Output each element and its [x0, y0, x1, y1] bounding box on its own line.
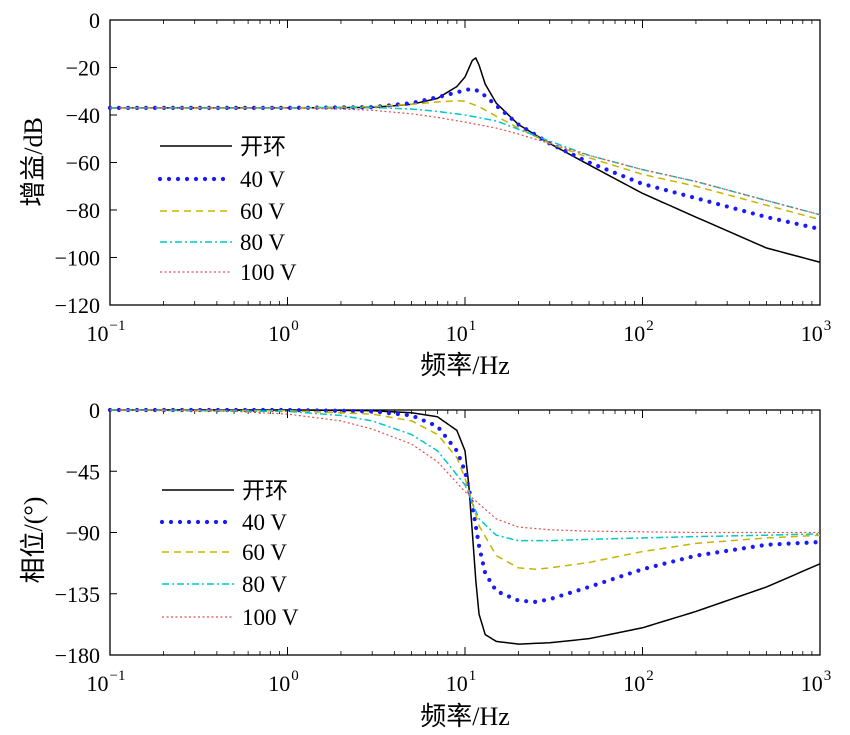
- phase-plot-x-axis-label: 频率/Hz: [420, 702, 510, 731]
- gain-x-tick-label: 102: [623, 318, 654, 346]
- gain-y-tick-label: −60: [66, 151, 100, 176]
- gain-x-tick-label: 10−1: [87, 318, 126, 346]
- phase-y-tick-label: −135: [55, 582, 100, 607]
- gain-x-tick-label: 103: [801, 318, 832, 346]
- phase-y-tick-label: −90: [66, 521, 100, 546]
- gain-legend-label-open-loop: 开环: [240, 134, 286, 159]
- phase-legend-label-60v: 60 V: [242, 540, 287, 565]
- gain-series-line-0: [110, 56, 821, 263]
- gain-series-line-2: [110, 99, 821, 221]
- gain-y-tick-label: −100: [55, 246, 100, 271]
- gain-x-tick-label: 101: [446, 318, 477, 346]
- phase-plot-frame: [109, 409, 821, 656]
- gain-series-line-1: [107, 86, 823, 232]
- phase-legend-label-40v: 40 V: [242, 510, 287, 535]
- gain-y-tick-label: 0: [89, 8, 100, 33]
- gain-series-line-3: [110, 106, 821, 216]
- gain-legend-label-80v: 80 V: [240, 230, 285, 255]
- phase-x-tick-label: 100: [268, 668, 299, 696]
- gain-x-tick-label: 100: [268, 318, 299, 346]
- phase-series-line-0: [110, 409, 821, 645]
- gain-plot-y-axis-label: 增益/dB: [19, 117, 48, 207]
- phase-x-tick-label: 101: [446, 668, 477, 696]
- phase-y-tick-label: 0: [89, 398, 100, 423]
- gain-plot-legend: 开环 40 V 60 V 80 V 100 V: [157, 134, 297, 285]
- phase-series-line-3: [109, 409, 821, 542]
- phase-series-line-4: [109, 409, 820, 534]
- gain-legend-label-100v: 100 V: [240, 260, 297, 285]
- phase-series-line-2: [109, 409, 821, 571]
- gain-series-line-4: [110, 107, 821, 216]
- gain-legend-label-60v: 60 V: [240, 199, 285, 224]
- phase-legend-label-open-loop: 开环: [242, 478, 288, 503]
- phase-series-line-1: [107, 407, 823, 605]
- phase-y-tick-label: −45: [66, 459, 100, 484]
- gain-plot-x-axis-label: 频率/Hz: [420, 351, 510, 380]
- gain-plot-frame: [109, 19, 821, 306]
- gain-plot-curves: [107, 56, 823, 263]
- gain-y-tick-label: −120: [55, 293, 100, 318]
- phase-legend-label-80v: 80 V: [242, 572, 287, 597]
- gain-y-tick-label: −40: [66, 103, 100, 128]
- gain-legend-label-40v: 40 V: [240, 167, 285, 192]
- phase-x-tick-label: 10−1: [87, 668, 126, 696]
- phase-plot-curves: [107, 407, 823, 645]
- phase-plot-y-axis-label: 相位/(°): [19, 497, 48, 584]
- phase-plot-legend: 开环 40 V 60 V 80 V 100 V: [159, 478, 299, 630]
- phase-legend-label-100v: 100 V: [242, 605, 299, 630]
- gain-y-tick-label: −20: [66, 56, 100, 81]
- phase-x-tick-label: 103: [801, 668, 832, 696]
- gain-y-tick-label: −80: [66, 198, 100, 223]
- phase-y-tick-label: −180: [55, 643, 100, 668]
- phase-x-tick-label: 102: [623, 668, 654, 696]
